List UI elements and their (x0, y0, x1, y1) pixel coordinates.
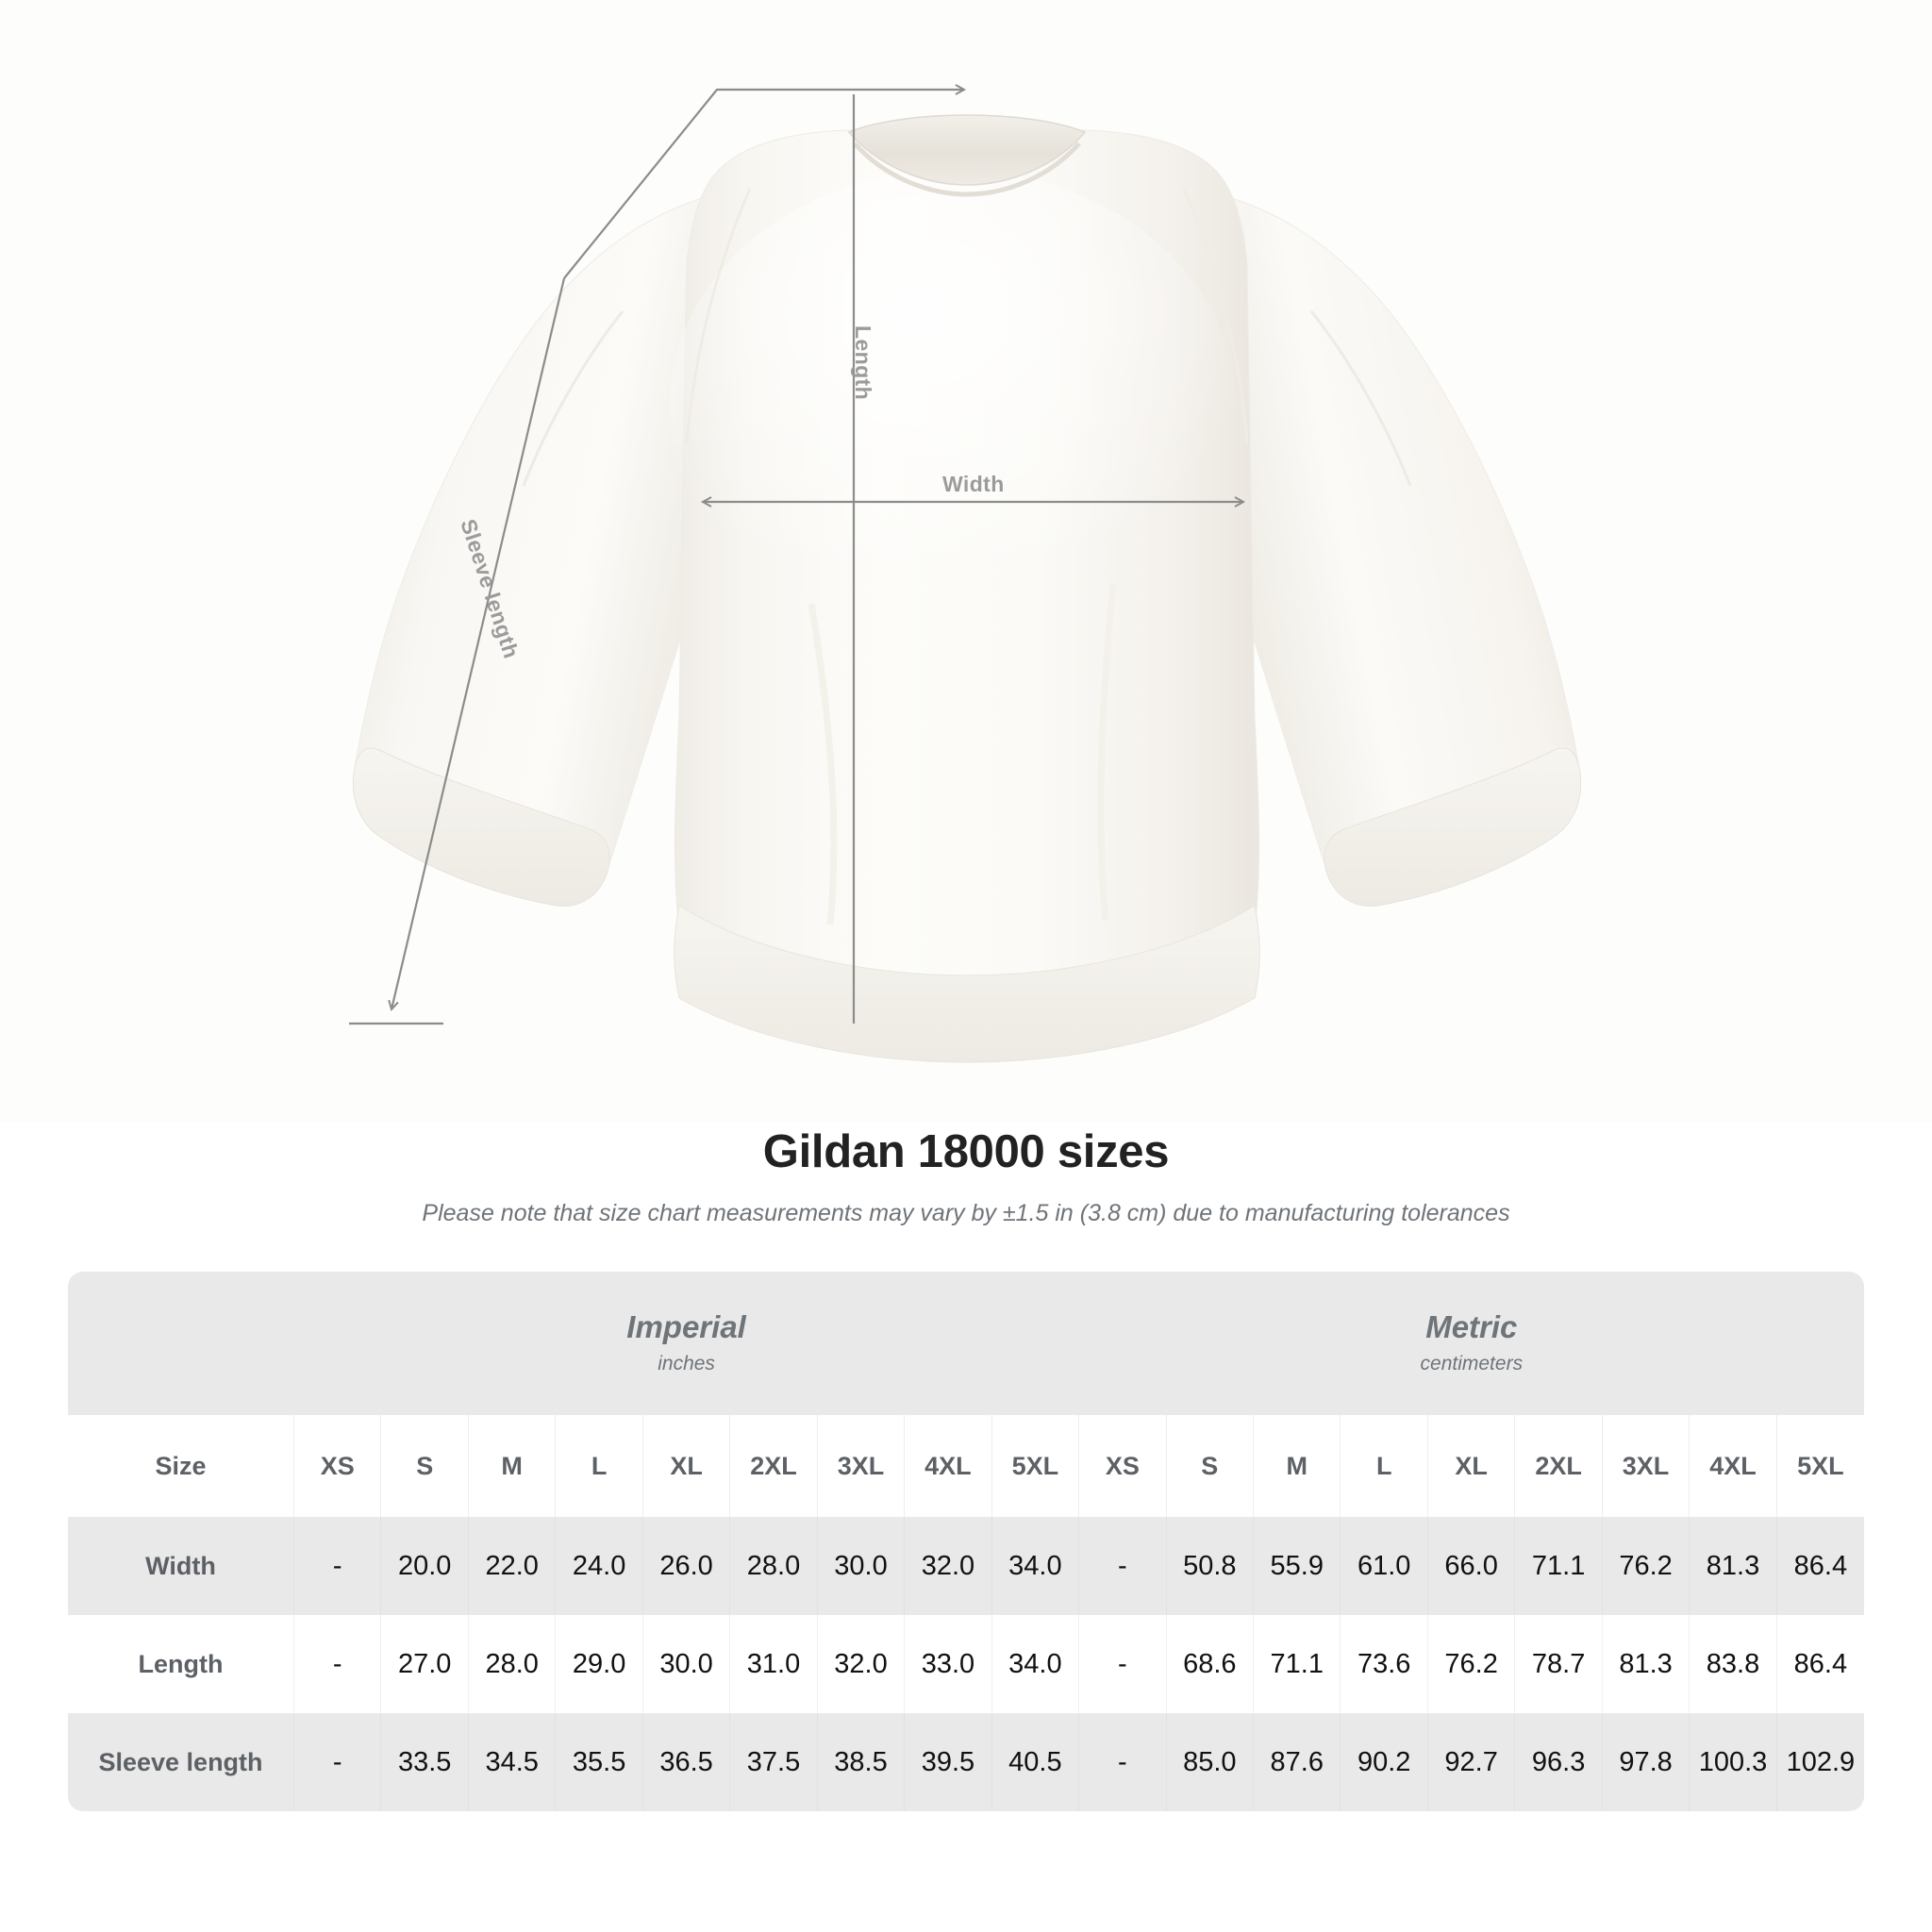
cell-length-metric-xs: - (1078, 1615, 1167, 1713)
cell-width-imperial-2xl: 28.0 (729, 1517, 818, 1615)
tolerance-note: Please note that size chart measurements… (422, 1199, 1510, 1226)
cell-sleeve-metric-2xl: 96.3 (1514, 1713, 1603, 1811)
cell-sleeve-imperial-2xl: 37.5 (729, 1713, 818, 1811)
cell-sleeve-metric-xl: 92.7 (1426, 1713, 1515, 1811)
cell-sleeve-metric-4xl: 100.3 (1689, 1713, 1777, 1811)
cell-width-imperial-s: 20.0 (380, 1517, 469, 1615)
col-header-metric-2xl: 2XL (1514, 1415, 1603, 1517)
cell-length-imperial-4xl: 33.0 (904, 1615, 992, 1713)
cell-width-imperial-l: 24.0 (555, 1517, 643, 1615)
sleeve-measure-line (349, 277, 566, 1025)
cell-length-metric-4xl: 83.8 (1689, 1615, 1777, 1713)
col-header-metric-3xl: 3XL (1601, 1415, 1690, 1517)
row-label-length: Length (68, 1615, 294, 1713)
cell-length-metric-m: 71.1 (1253, 1615, 1341, 1713)
cell-length-imperial-5xl: 34.0 (991, 1615, 1079, 1713)
col-header-metric-xs: XS (1078, 1415, 1167, 1517)
col-header-metric-l: L (1340, 1415, 1428, 1517)
unit-header-row: Imperial inches Metric centimeters (68, 1272, 1864, 1415)
cell-width-metric-4xl: 81.3 (1689, 1517, 1777, 1615)
col-header-imperial-xl: XL (641, 1415, 730, 1517)
size-chart-table: Imperial inches Metric centimeters Size … (68, 1272, 1864, 1811)
col-header-metric-m: M (1253, 1415, 1341, 1517)
cell-width-metric-l: 61.0 (1340, 1517, 1428, 1615)
cell-sleeve-imperial-l: 35.5 (555, 1713, 643, 1811)
unit-imperial-sub: inches (658, 1353, 715, 1375)
cell-sleeve-imperial-4xl: 39.5 (904, 1713, 992, 1811)
col-header-metric-4xl: 4XL (1689, 1415, 1777, 1517)
cell-width-imperial-xs: - (293, 1517, 381, 1615)
col-header-imperial-s: S (380, 1415, 469, 1517)
col-header-imperial-3xl: 3XL (816, 1415, 905, 1517)
col-header-imperial-xs: XS (293, 1415, 381, 1517)
size-header-row: Size XS S M L XL 2XL 3XL 4XL 5XL XS S M … (68, 1415, 1864, 1517)
cell-width-imperial-4xl: 32.0 (904, 1517, 992, 1615)
cell-sleeve-imperial-m: 34.5 (467, 1713, 556, 1811)
cell-sleeve-metric-5xl: 102.9 (1775, 1713, 1864, 1811)
cell-sleeve-imperial-3xl: 38.5 (816, 1713, 905, 1811)
cell-length-imperial-l: 29.0 (555, 1615, 643, 1713)
length-annotation-label: Length (851, 325, 875, 401)
cell-length-imperial-3xl: 32.0 (816, 1615, 905, 1713)
shoulder-leader-line (563, 84, 967, 279)
garment-diagram: Width Length Sleeve length (349, 84, 1582, 1063)
cell-length-imperial-2xl: 31.0 (729, 1615, 818, 1713)
title-block: Gildan 18000 sizes Please note that size… (0, 1126, 1932, 1227)
width-annotation-label: Width (942, 472, 1005, 496)
unit-metric-name: Metric (1425, 1308, 1518, 1344)
unit-imperial-name: Imperial (626, 1308, 746, 1344)
cell-width-metric-3xl: 76.2 (1601, 1517, 1690, 1615)
cell-length-metric-2xl: 78.7 (1514, 1615, 1603, 1713)
cell-sleeve-metric-m: 87.6 (1253, 1713, 1341, 1811)
page-title: Gildan 18000 sizes (762, 1126, 1170, 1177)
cell-length-metric-5xl: 86.4 (1775, 1615, 1864, 1713)
col-header-metric-xl: XL (1426, 1415, 1515, 1517)
cell-sleeve-metric-3xl: 97.8 (1601, 1713, 1690, 1811)
cell-width-metric-m: 55.9 (1253, 1517, 1341, 1615)
col-header-metric-5xl: 5XL (1775, 1415, 1864, 1517)
row-label-sleeve-length: Sleeve length (68, 1713, 294, 1811)
cell-sleeve-metric-xs: - (1078, 1713, 1167, 1811)
table-row: Width - 20.0 22.0 24.0 26.0 28.0 30.0 32… (68, 1517, 1864, 1615)
cell-width-metric-5xl: 86.4 (1775, 1517, 1864, 1615)
col-header-imperial-m: M (467, 1415, 556, 1517)
sweatshirt-illustration (349, 84, 1582, 1063)
col-header-imperial-l: L (555, 1415, 643, 1517)
unit-metric-sub: centimeters (1420, 1353, 1524, 1375)
unit-imperial-cell: Imperial inches (293, 1272, 1079, 1415)
cell-width-metric-s: 50.8 (1165, 1517, 1254, 1615)
cell-length-imperial-xl: 30.0 (641, 1615, 730, 1713)
cell-sleeve-metric-s: 85.0 (1165, 1713, 1254, 1811)
cell-length-metric-s: 68.6 (1165, 1615, 1254, 1713)
col-header-imperial-5xl: 5XL (991, 1415, 1079, 1517)
cell-length-metric-3xl: 81.3 (1601, 1615, 1690, 1713)
cell-length-metric-l: 73.6 (1340, 1615, 1428, 1713)
unit-metric-cell: Metric centimeters (1078, 1272, 1864, 1415)
cell-sleeve-imperial-5xl: 40.5 (991, 1713, 1079, 1811)
col-header-imperial-2xl: 2XL (729, 1415, 818, 1517)
cell-sleeve-imperial-xs: - (293, 1713, 381, 1811)
row-label-width: Width (68, 1517, 294, 1615)
cell-sleeve-imperial-xl: 36.5 (641, 1713, 730, 1811)
unit-spacer-cell (68, 1272, 294, 1415)
cell-width-metric-xs: - (1078, 1517, 1167, 1615)
cell-width-imperial-3xl: 30.0 (816, 1517, 905, 1615)
table-row: Sleeve length - 33.5 34.5 35.5 36.5 37.5… (68, 1713, 1864, 1811)
cell-length-imperial-xs: - (293, 1615, 381, 1713)
cell-sleeve-metric-l: 90.2 (1340, 1713, 1428, 1811)
cell-width-imperial-5xl: 34.0 (991, 1517, 1079, 1615)
cell-width-metric-2xl: 71.1 (1514, 1517, 1603, 1615)
size-header-label: Size (68, 1415, 294, 1517)
size-table: Imperial inches Metric centimeters Size … (68, 1272, 1864, 1811)
cell-length-imperial-m: 28.0 (467, 1615, 556, 1713)
table-row: Length - 27.0 28.0 29.0 30.0 31.0 32.0 3… (68, 1615, 1864, 1713)
cell-sleeve-imperial-s: 33.5 (380, 1713, 469, 1811)
col-header-imperial-4xl: 4XL (904, 1415, 992, 1517)
cell-width-imperial-m: 22.0 (467, 1517, 556, 1615)
col-header-metric-s: S (1165, 1415, 1254, 1517)
cell-length-imperial-s: 27.0 (380, 1615, 469, 1713)
cell-width-imperial-xl: 26.0 (641, 1517, 730, 1615)
cell-width-metric-xl: 66.0 (1426, 1517, 1515, 1615)
cell-length-metric-xl: 76.2 (1426, 1615, 1515, 1713)
